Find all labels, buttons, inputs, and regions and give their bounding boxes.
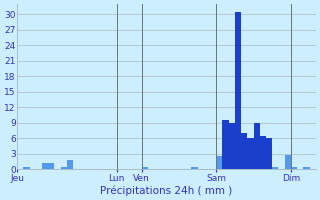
Bar [216, 156, 222, 169]
X-axis label: Précipitations 24h ( mm ): Précipitations 24h ( mm ) [100, 185, 233, 196]
Bar [229, 123, 235, 169]
Bar [23, 167, 29, 169]
Bar [272, 167, 278, 169]
Bar [291, 167, 297, 169]
Bar [266, 138, 272, 169]
Bar [141, 167, 148, 169]
Bar [60, 167, 67, 169]
Bar [285, 155, 291, 169]
Bar [235, 12, 241, 169]
Bar [42, 163, 48, 169]
Bar [191, 167, 197, 169]
Bar [260, 136, 266, 169]
Bar [67, 160, 73, 169]
Bar [48, 163, 54, 169]
Bar [247, 138, 253, 169]
Bar [222, 120, 229, 169]
Bar [253, 123, 260, 169]
Bar [241, 133, 247, 169]
Bar [303, 167, 310, 169]
